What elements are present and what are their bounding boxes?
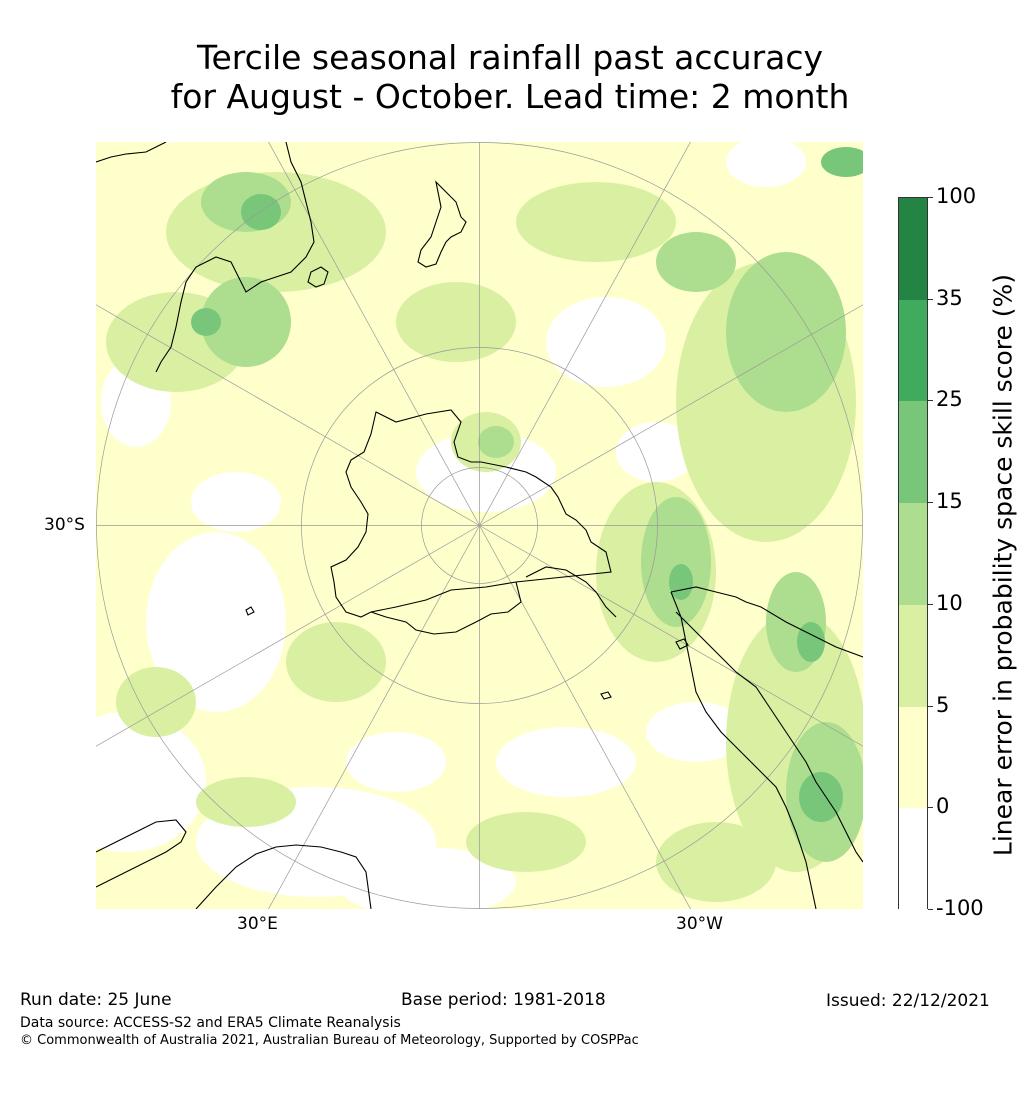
colorbar-label: Linear error in probability space skill …	[988, 273, 1018, 857]
australia-coast	[96, 142, 167, 163]
colorbar-tick-mark	[928, 807, 933, 809]
colorbar-tick-label: 10	[936, 590, 963, 615]
africa-coast	[96, 819, 187, 888]
colorbar-segment	[899, 503, 927, 606]
colorbar-segment	[899, 299, 927, 402]
colorbar-tick-mark	[928, 909, 933, 910]
colorbar-tick-label: 5	[936, 692, 950, 717]
colorbar-tick-label: 100	[936, 184, 977, 208]
data-source: Data source: ACCESS-S2 and ERA5 Climate …	[20, 1015, 401, 1031]
island-falklands	[675, 638, 689, 650]
island-kerguelen	[245, 606, 255, 616]
colorbar-segment	[899, 604, 927, 708]
colorbar-tick-label: 35	[936, 285, 963, 310]
chart-title: Tercile seasonal rainfall past accuracy …	[0, 38, 1020, 116]
lon-label-30w: 30°W	[676, 914, 723, 934]
colorbar-tick-mark	[928, 400, 933, 402]
colorbar-tick-mark	[928, 502, 933, 504]
polar-map	[96, 142, 863, 909]
antarctica-inner	[370, 581, 522, 635]
copyright: © Commonwealth of Australia 2021, Austra…	[20, 1033, 639, 1048]
run-date: Run date: 25 June	[20, 990, 172, 1010]
south-america-coast	[670, 586, 863, 658]
new-zealand-coast	[417, 180, 467, 268]
graticule	[96, 142, 863, 909]
skill-dark-green-patches	[191, 147, 863, 822]
south-america-east	[675, 611, 863, 863]
colorbar-tick-mark	[928, 298, 933, 300]
lat-label-30s: 30°S	[44, 515, 85, 535]
title-line-1: Tercile seasonal rainfall past accuracy	[196, 38, 824, 77]
antarctica-coast	[330, 409, 612, 618]
colorbar-tick-mark	[928, 197, 933, 198]
tasmania-coast	[307, 266, 329, 288]
lon-label-30e: 30°E	[237, 914, 278, 934]
colorbar-segment	[899, 706, 927, 809]
colorbar	[898, 197, 928, 911]
title-line-2: for August - October. Lead time: 2 month	[170, 77, 850, 116]
colorbar-segment	[899, 198, 927, 301]
africa-tip	[195, 844, 372, 909]
island-south-georgia	[600, 691, 612, 700]
colorbar-segment	[899, 808, 927, 911]
australia-south	[155, 142, 315, 373]
issued-date: Issued: 22/12/2021	[826, 991, 990, 1011]
colorbar-tick-label: 0	[936, 794, 950, 819]
colorbar-tick-label: 15	[936, 489, 963, 514]
antarctic-peninsula	[525, 566, 617, 618]
coastlines	[96, 142, 863, 909]
colorbar-tick-label: -100	[936, 896, 984, 920]
base-period: Base period: 1981-2018	[401, 990, 606, 1010]
colorbar-tick-mark	[928, 603, 933, 605]
colorbar-tick-label: 25	[936, 387, 963, 412]
colorbar-segment	[899, 401, 927, 504]
colorbar-tick-mark	[928, 705, 933, 707]
